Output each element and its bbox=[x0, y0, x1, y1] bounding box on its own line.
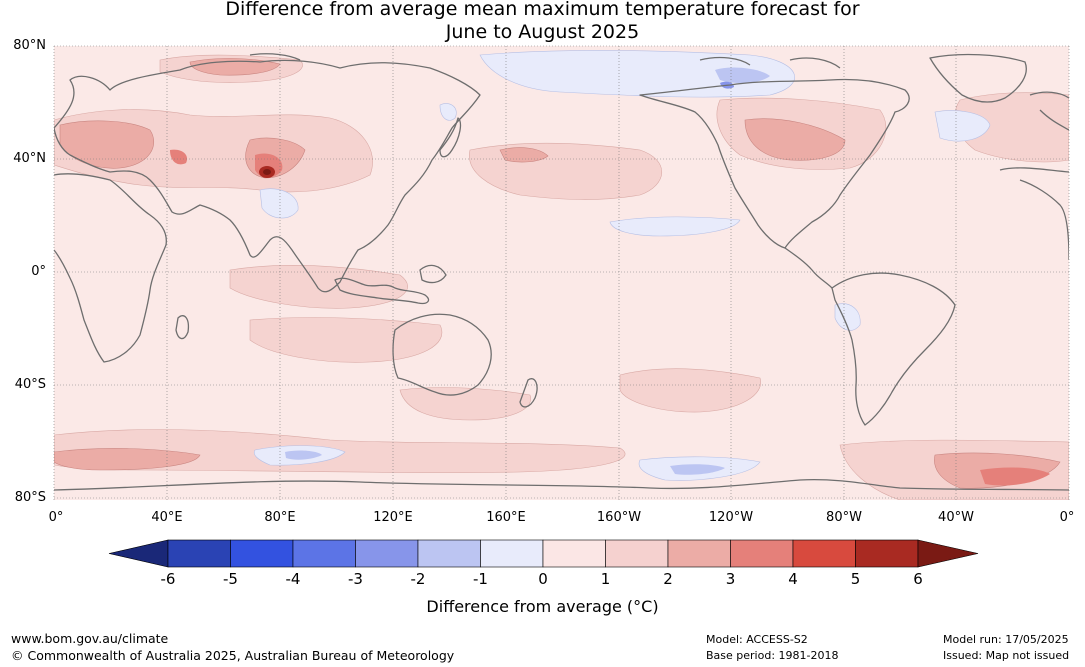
colorbar-tick-label: 2 bbox=[663, 570, 673, 588]
colorbar-tick-label: 4 bbox=[788, 570, 798, 588]
website-text: www.bom.gov.au/climate bbox=[11, 631, 169, 646]
base-period-text: Base period: 1981-2018 bbox=[706, 649, 839, 662]
anomaly-patch bbox=[399, 387, 531, 421]
coastline bbox=[54, 479, 1069, 491]
anomaly-patch bbox=[609, 216, 741, 237]
anomaly-patch bbox=[54, 448, 201, 471]
copyright-text: © Commonwealth of Australia 2025, Austra… bbox=[11, 648, 455, 663]
lon-label-80w: 80°W bbox=[826, 510, 862, 525]
colorbar-extend-high bbox=[917, 539, 979, 568]
colorbar-tick-label: 0 bbox=[538, 570, 548, 588]
coastline bbox=[439, 117, 462, 158]
lon-label-160w: 160°W bbox=[596, 510, 642, 525]
anomaly-patch bbox=[670, 464, 725, 475]
colorbar-swatch bbox=[855, 539, 919, 568]
coastline bbox=[929, 53, 1027, 103]
colorbar-tick-label: -5 bbox=[223, 570, 238, 588]
colorbar-tick-label: 6 bbox=[913, 570, 923, 588]
anomaly-patch bbox=[259, 188, 299, 219]
lon-label-40e: 40°E bbox=[151, 510, 183, 525]
anomaly-patch bbox=[59, 120, 155, 169]
map-title: Difference from average mean maximum tem… bbox=[0, 0, 1085, 44]
lon-label-120e: 120°E bbox=[373, 510, 413, 525]
coastlines bbox=[54, 53, 1069, 491]
colorbar-swatch bbox=[230, 539, 294, 568]
colorbar-swatch bbox=[292, 539, 356, 568]
coastline bbox=[831, 272, 956, 426]
coastline bbox=[999, 91, 1069, 173]
colorbar-tick-label: -2 bbox=[411, 570, 426, 588]
coastline bbox=[334, 277, 430, 305]
anomaly-patch bbox=[285, 450, 322, 460]
colorbar-swatch bbox=[667, 539, 731, 568]
coastline bbox=[784, 247, 833, 289]
colorbar-swatch bbox=[542, 539, 606, 568]
lat-label-40n: 40°N bbox=[13, 151, 46, 166]
lat-label-80s: 80°S bbox=[14, 490, 46, 505]
map-title-line2: June to August 2025 bbox=[445, 21, 640, 43]
anomaly-patch bbox=[170, 149, 188, 165]
colorbar-tick-label: -3 bbox=[348, 570, 363, 588]
issued-text: Issued: Map not issued bbox=[943, 649, 1070, 662]
anomaly-patch bbox=[439, 103, 457, 121]
anomaly-patch bbox=[619, 368, 761, 413]
coastline bbox=[639, 78, 910, 249]
lon-label-80e: 80°E bbox=[264, 510, 296, 525]
map-title-line1: Difference from average mean maximum tem… bbox=[225, 0, 860, 20]
model-run-text: Model run: 17/05/2025 bbox=[943, 633, 1069, 646]
lon-label-40w: 40°W bbox=[938, 510, 974, 525]
colorbar-tick-label: -4 bbox=[286, 570, 301, 588]
colorbar-swatch bbox=[730, 539, 794, 568]
graticule bbox=[53, 45, 1070, 500]
colorbar: -6 -5 -4 -3 -2 -1 0 1 2 3 4 5 6 bbox=[108, 539, 979, 588]
anomaly-patch bbox=[744, 118, 846, 161]
anomaly-patch bbox=[834, 303, 861, 331]
colorbar-swatch bbox=[792, 539, 856, 568]
colorbar-tick-label: 1 bbox=[601, 570, 611, 588]
colorbar-swatch bbox=[480, 539, 544, 568]
anomaly-patch bbox=[249, 317, 443, 363]
anomaly-patch bbox=[499, 147, 549, 163]
colorbar-tick-label: -1 bbox=[473, 570, 488, 588]
footer-left: www.bom.gov.au/climate © Commonwealth of… bbox=[11, 630, 454, 664]
colorbar-tick-label: -6 bbox=[161, 570, 176, 588]
lat-label-80n: 80°N bbox=[13, 38, 46, 53]
anomaly-patch bbox=[980, 467, 1050, 486]
coastline bbox=[54, 59, 481, 293]
footer-run: Model run: 17/05/2025 Issued: Map not is… bbox=[943, 632, 1069, 664]
lon-label-160e: 160°E bbox=[486, 510, 526, 525]
coastline bbox=[249, 53, 841, 69]
colorbar-swatch bbox=[355, 539, 419, 568]
coastline bbox=[175, 315, 190, 340]
anomaly-patch bbox=[263, 169, 271, 175]
colorbar-swatch bbox=[417, 539, 481, 568]
coastline bbox=[419, 264, 447, 284]
lat-label-40s: 40°S bbox=[14, 377, 46, 392]
anomaly-patch bbox=[479, 50, 795, 98]
colorbar-swatch bbox=[605, 539, 669, 568]
footer-model: Model: ACCESS-S2 Base period: 1981-2018 bbox=[706, 632, 838, 664]
colorbar-extend-low bbox=[108, 539, 169, 568]
colorbar-ticks: -6 -5 -4 -3 -2 -1 0 1 2 3 4 5 6 bbox=[161, 570, 923, 588]
anomaly-patch bbox=[934, 110, 991, 142]
anomaly-patch bbox=[715, 67, 770, 84]
lon-label-0-east: 0° bbox=[1059, 510, 1075, 525]
coastline bbox=[1019, 179, 1069, 261]
coastline bbox=[519, 378, 538, 408]
colorbar-tick-label: 3 bbox=[726, 570, 736, 588]
anomaly-shading bbox=[54, 50, 1069, 500]
colorbar-tick-label: 5 bbox=[851, 570, 861, 588]
colorbar-swatches bbox=[108, 539, 979, 568]
colorbar-label: Difference from average (°C) bbox=[426, 597, 659, 616]
temperature-anomaly-map bbox=[53, 45, 1070, 500]
lon-label-120w: 120°W bbox=[708, 510, 754, 525]
lon-label-0: 0° bbox=[48, 510, 64, 525]
model-text: Model: ACCESS-S2 bbox=[706, 633, 808, 646]
colorbar-swatch bbox=[167, 539, 231, 568]
lat-label-0: 0° bbox=[31, 264, 46, 279]
coastline bbox=[54, 173, 167, 363]
